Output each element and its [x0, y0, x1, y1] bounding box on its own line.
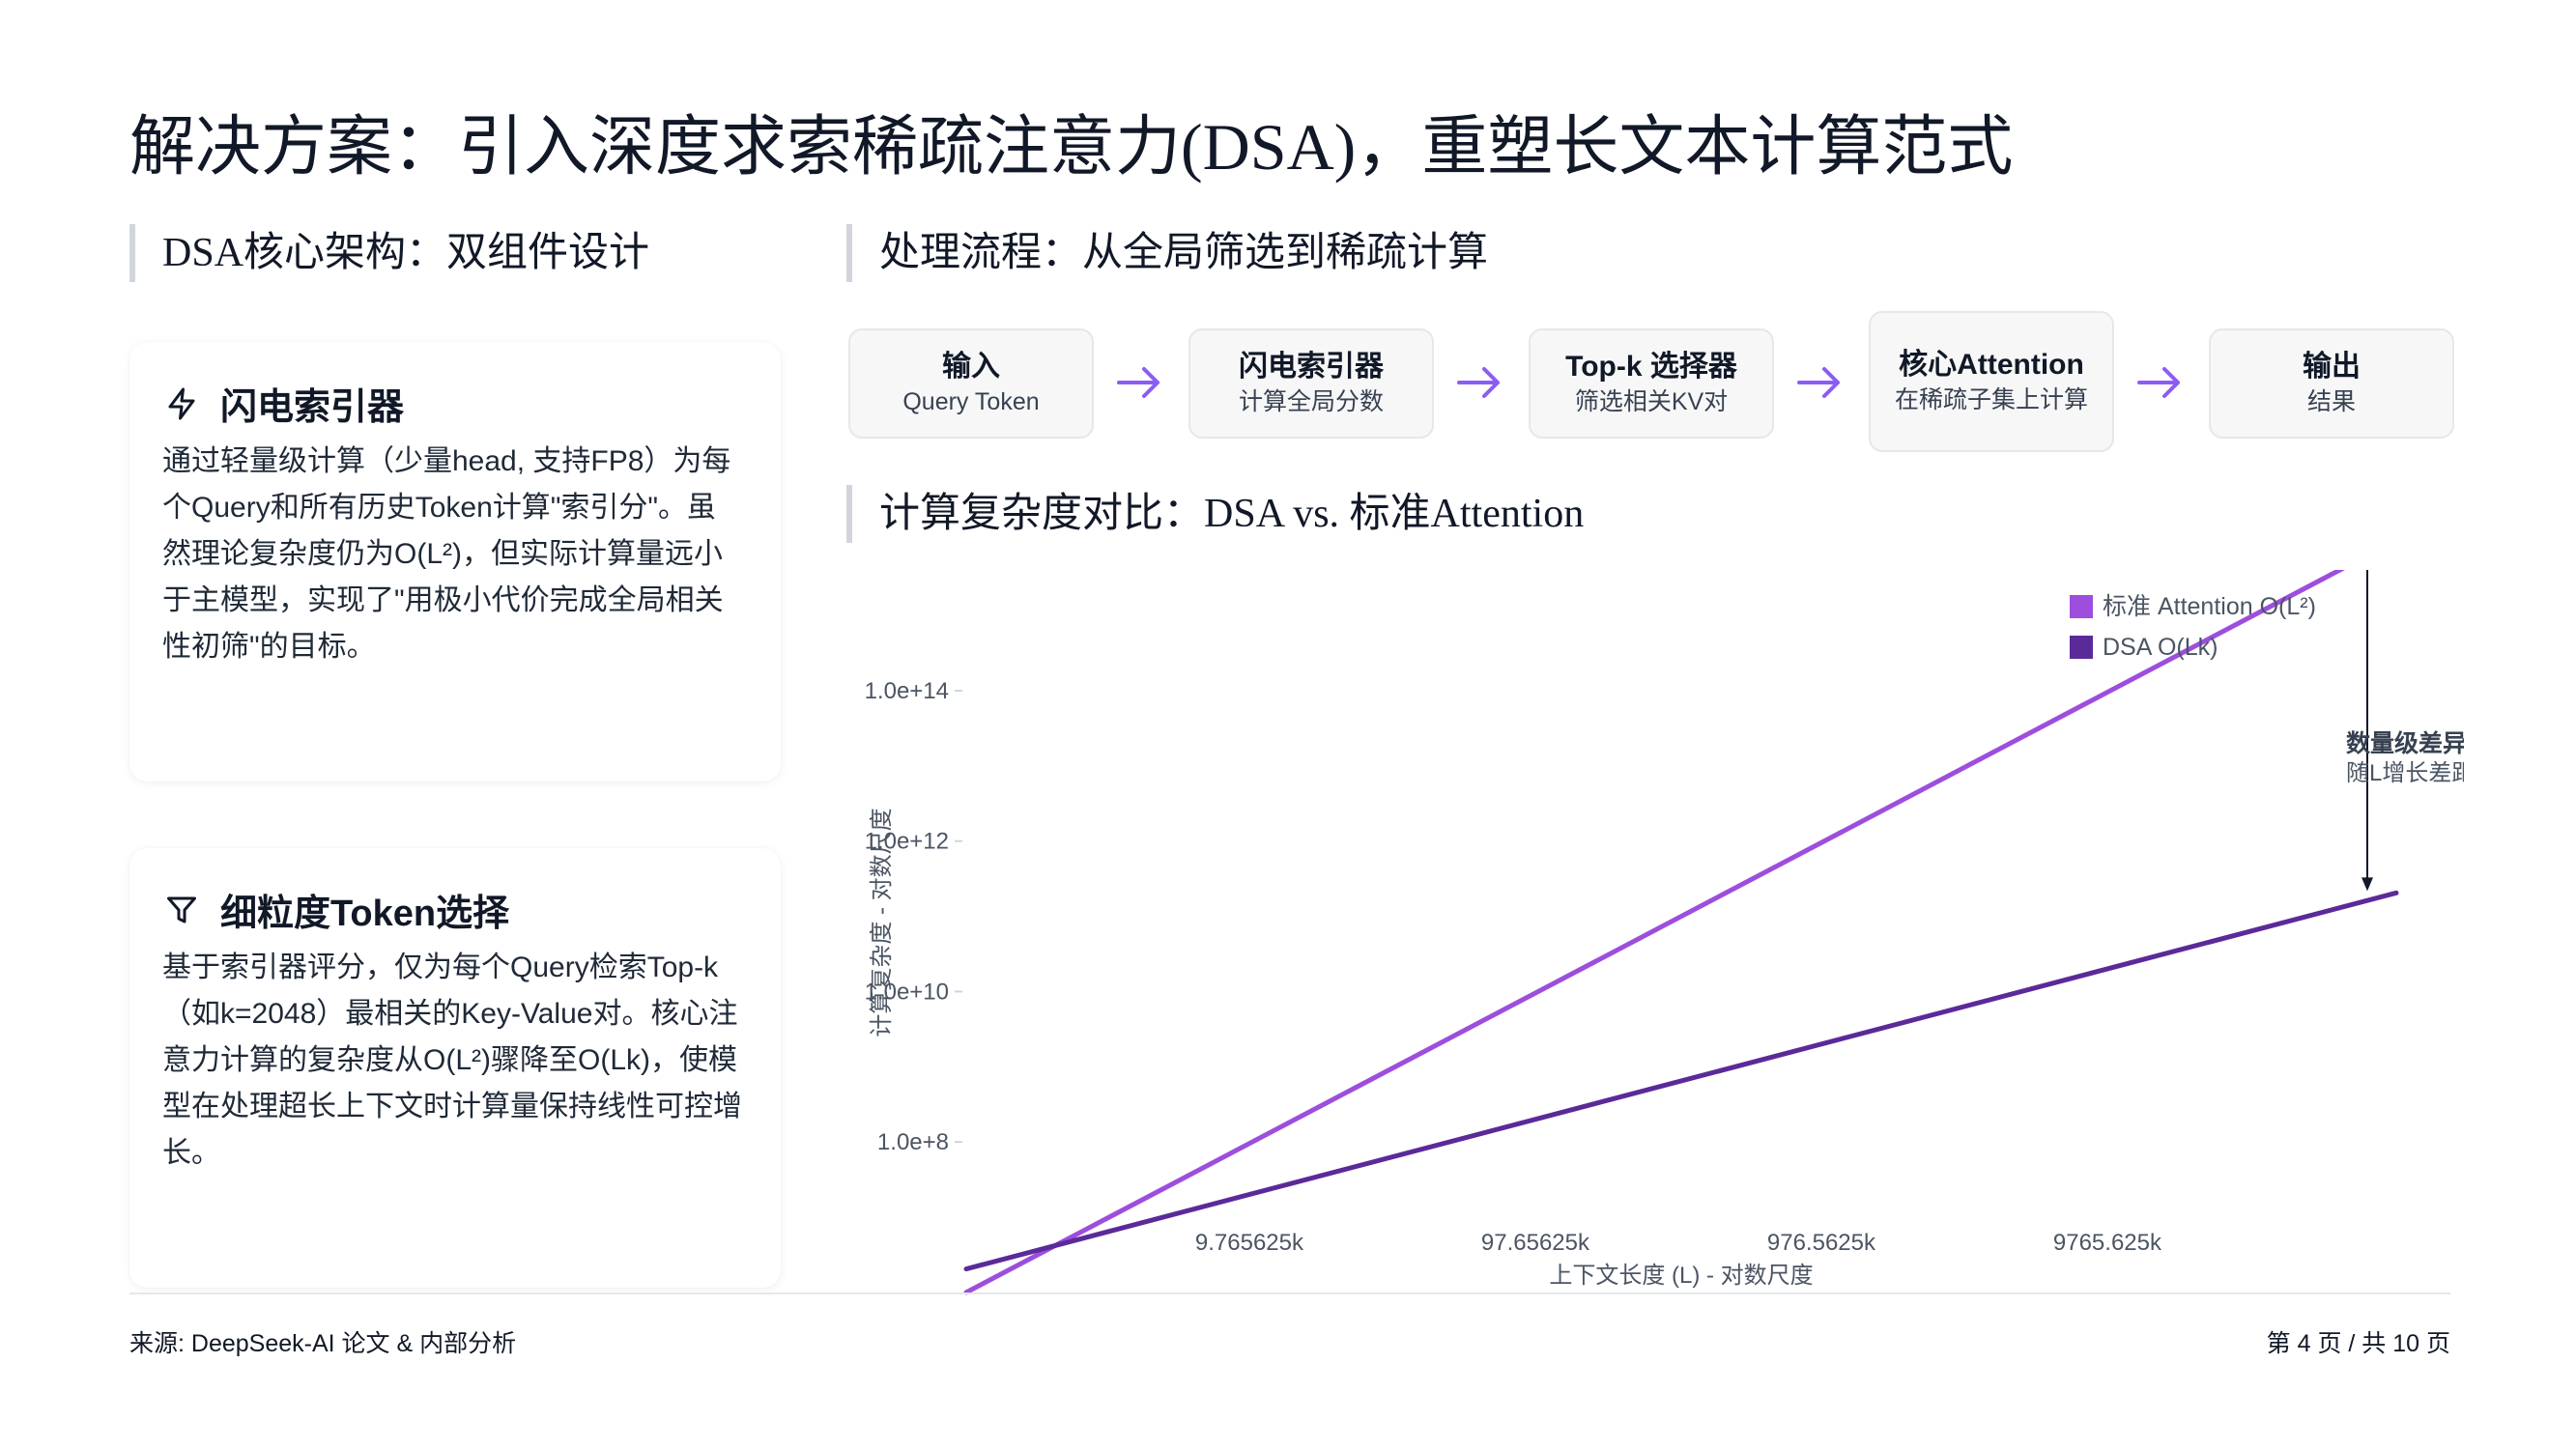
legend-label: 标准 Attention O(L²)	[2103, 593, 2316, 620]
complexity-chart: 计算复杂度 - 对数尺度 1.0e+8 1.0e+10 1.0e+12 1.0e+14…	[865, 570, 2464, 1295]
y-ticks: 1.0e+8 1.0e+10 1.0e+12 1.0e+14	[865, 678, 962, 1155]
flow-heading: 处理流程：从全局筛选到稀疏计算	[846, 224, 1488, 282]
arrow-right-icon	[2137, 367, 2180, 398]
arrow-right-icon	[1117, 367, 1159, 398]
lightning-icon	[168, 387, 195, 419]
x-tick-label: 976.5625k	[1767, 1230, 1876, 1256]
arrow-right-icon	[1457, 367, 1500, 398]
flow-step-subtitle: 筛选相关KV对	[1574, 388, 1729, 415]
legend-swatch	[2070, 595, 2093, 618]
annotation-title: 数量级差异	[2346, 729, 2464, 757]
flow-step-title: Top-k 选择器	[1565, 351, 1737, 383]
flow-step-title: 输出	[2303, 351, 2361, 383]
flow-step-indexer: 闪电索引器 计算全局分数	[1188, 328, 1434, 439]
flow-step-output: 输出 结果	[2209, 328, 2454, 439]
architecture-heading: DSA核心架构：双组件设计	[129, 224, 649, 282]
token-selection-card-title-row: 细粒度Token选择	[164, 883, 509, 936]
annotation-subtitle: 随L增长差距	[2346, 760, 2464, 786]
indexer-card: 闪电索引器 通过轻量级计算（少量head, 支持FP8）为每个Query和所有历…	[129, 342, 781, 781]
footer-page-info: 第 4 页 / 共 10 页	[2266, 1330, 2450, 1357]
flow-step-subtitle: 计算全局分数	[1238, 388, 1384, 415]
flow-step-attention: 核心Attention 在稀疏子集上计算	[1869, 311, 2114, 452]
arrow-right-icon	[1797, 367, 1840, 398]
indexer-card-body: 通过轻量级计算（少量head, 支持FP8）为每个Query和所有历史Token…	[162, 445, 731, 663]
indexer-card-title: 闪电索引器	[220, 387, 405, 428]
page-title: 解决方案：引入深度求索稀疏注意力(DSA)，重塑长文本计算范式	[129, 110, 2014, 184]
legend-label: DSA O(Lk)	[2103, 634, 2218, 661]
y-axis-title-group: 计算复杂度 - 对数尺度	[869, 808, 895, 1037]
y-tick-label: 1.0e+12	[865, 829, 949, 855]
legend: 标准 Attention O(L²) DSA O(Lk)	[2070, 593, 2316, 661]
flow-step-title: 闪电索引器	[1239, 351, 1384, 383]
token-selection-card-title: 细粒度Token选择	[220, 894, 510, 934]
x-tick-label: 9765.625k	[2053, 1230, 2162, 1256]
x-axis-title: 上下文长度 (L) - 对数尺度	[1549, 1263, 1813, 1289]
flow-step-subtitle: 在稀疏子集上计算	[1894, 386, 2088, 413]
indexer-card-title-row: 闪电索引器	[164, 377, 404, 430]
token-selection-card: 细粒度Token选择 基于索引器评分，仅为每个Query检索Top-k（如k=2…	[129, 848, 781, 1288]
chart-heading: 计算复杂度对比：DSA vs. 标准Attention	[846, 485, 1584, 543]
y-tick-label: 1.0e+10	[865, 979, 949, 1005]
legend-swatch	[2070, 636, 2093, 659]
flow-step-topk: Top-k 选择器 筛选相关KV对	[1529, 328, 1774, 439]
footer-divider	[129, 1293, 2450, 1294]
y-tick-label: 1.0e+14	[865, 678, 949, 704]
gap-arrow-head-down	[2361, 877, 2373, 892]
filter-icon	[167, 896, 196, 923]
flow-step-subtitle: Query Token	[902, 388, 1040, 415]
flow-step-input: 输入 Query Token	[848, 328, 1094, 439]
x-tick-label: 97.65625k	[1481, 1230, 1590, 1256]
standard-attention-line	[963, 570, 2345, 1295]
x-tick-label: 9.765625k	[1195, 1230, 1304, 1256]
flow-step-title: 核心Attention	[1899, 349, 2084, 381]
flow-step-title: 输入	[942, 351, 1000, 383]
y-tick-label: 1.0e+8	[877, 1129, 949, 1155]
x-ticks: 9.765625k 97.65625k 976.5625k 9765.625k	[1195, 1230, 2162, 1256]
dsa-line	[963, 890, 2399, 1272]
series-lines	[963, 570, 2399, 1295]
footer-source: 来源: DeepSeek-AI 论文 & 内部分析	[129, 1330, 517, 1357]
flow-step-subtitle: 结果	[2306, 388, 2356, 415]
y-axis-title: 计算复杂度 - 对数尺度	[869, 808, 895, 1037]
token-selection-card-body: 基于索引器评分，仅为每个Query检索Top-k（如k=2048）最相关的Key…	[162, 952, 742, 1169]
